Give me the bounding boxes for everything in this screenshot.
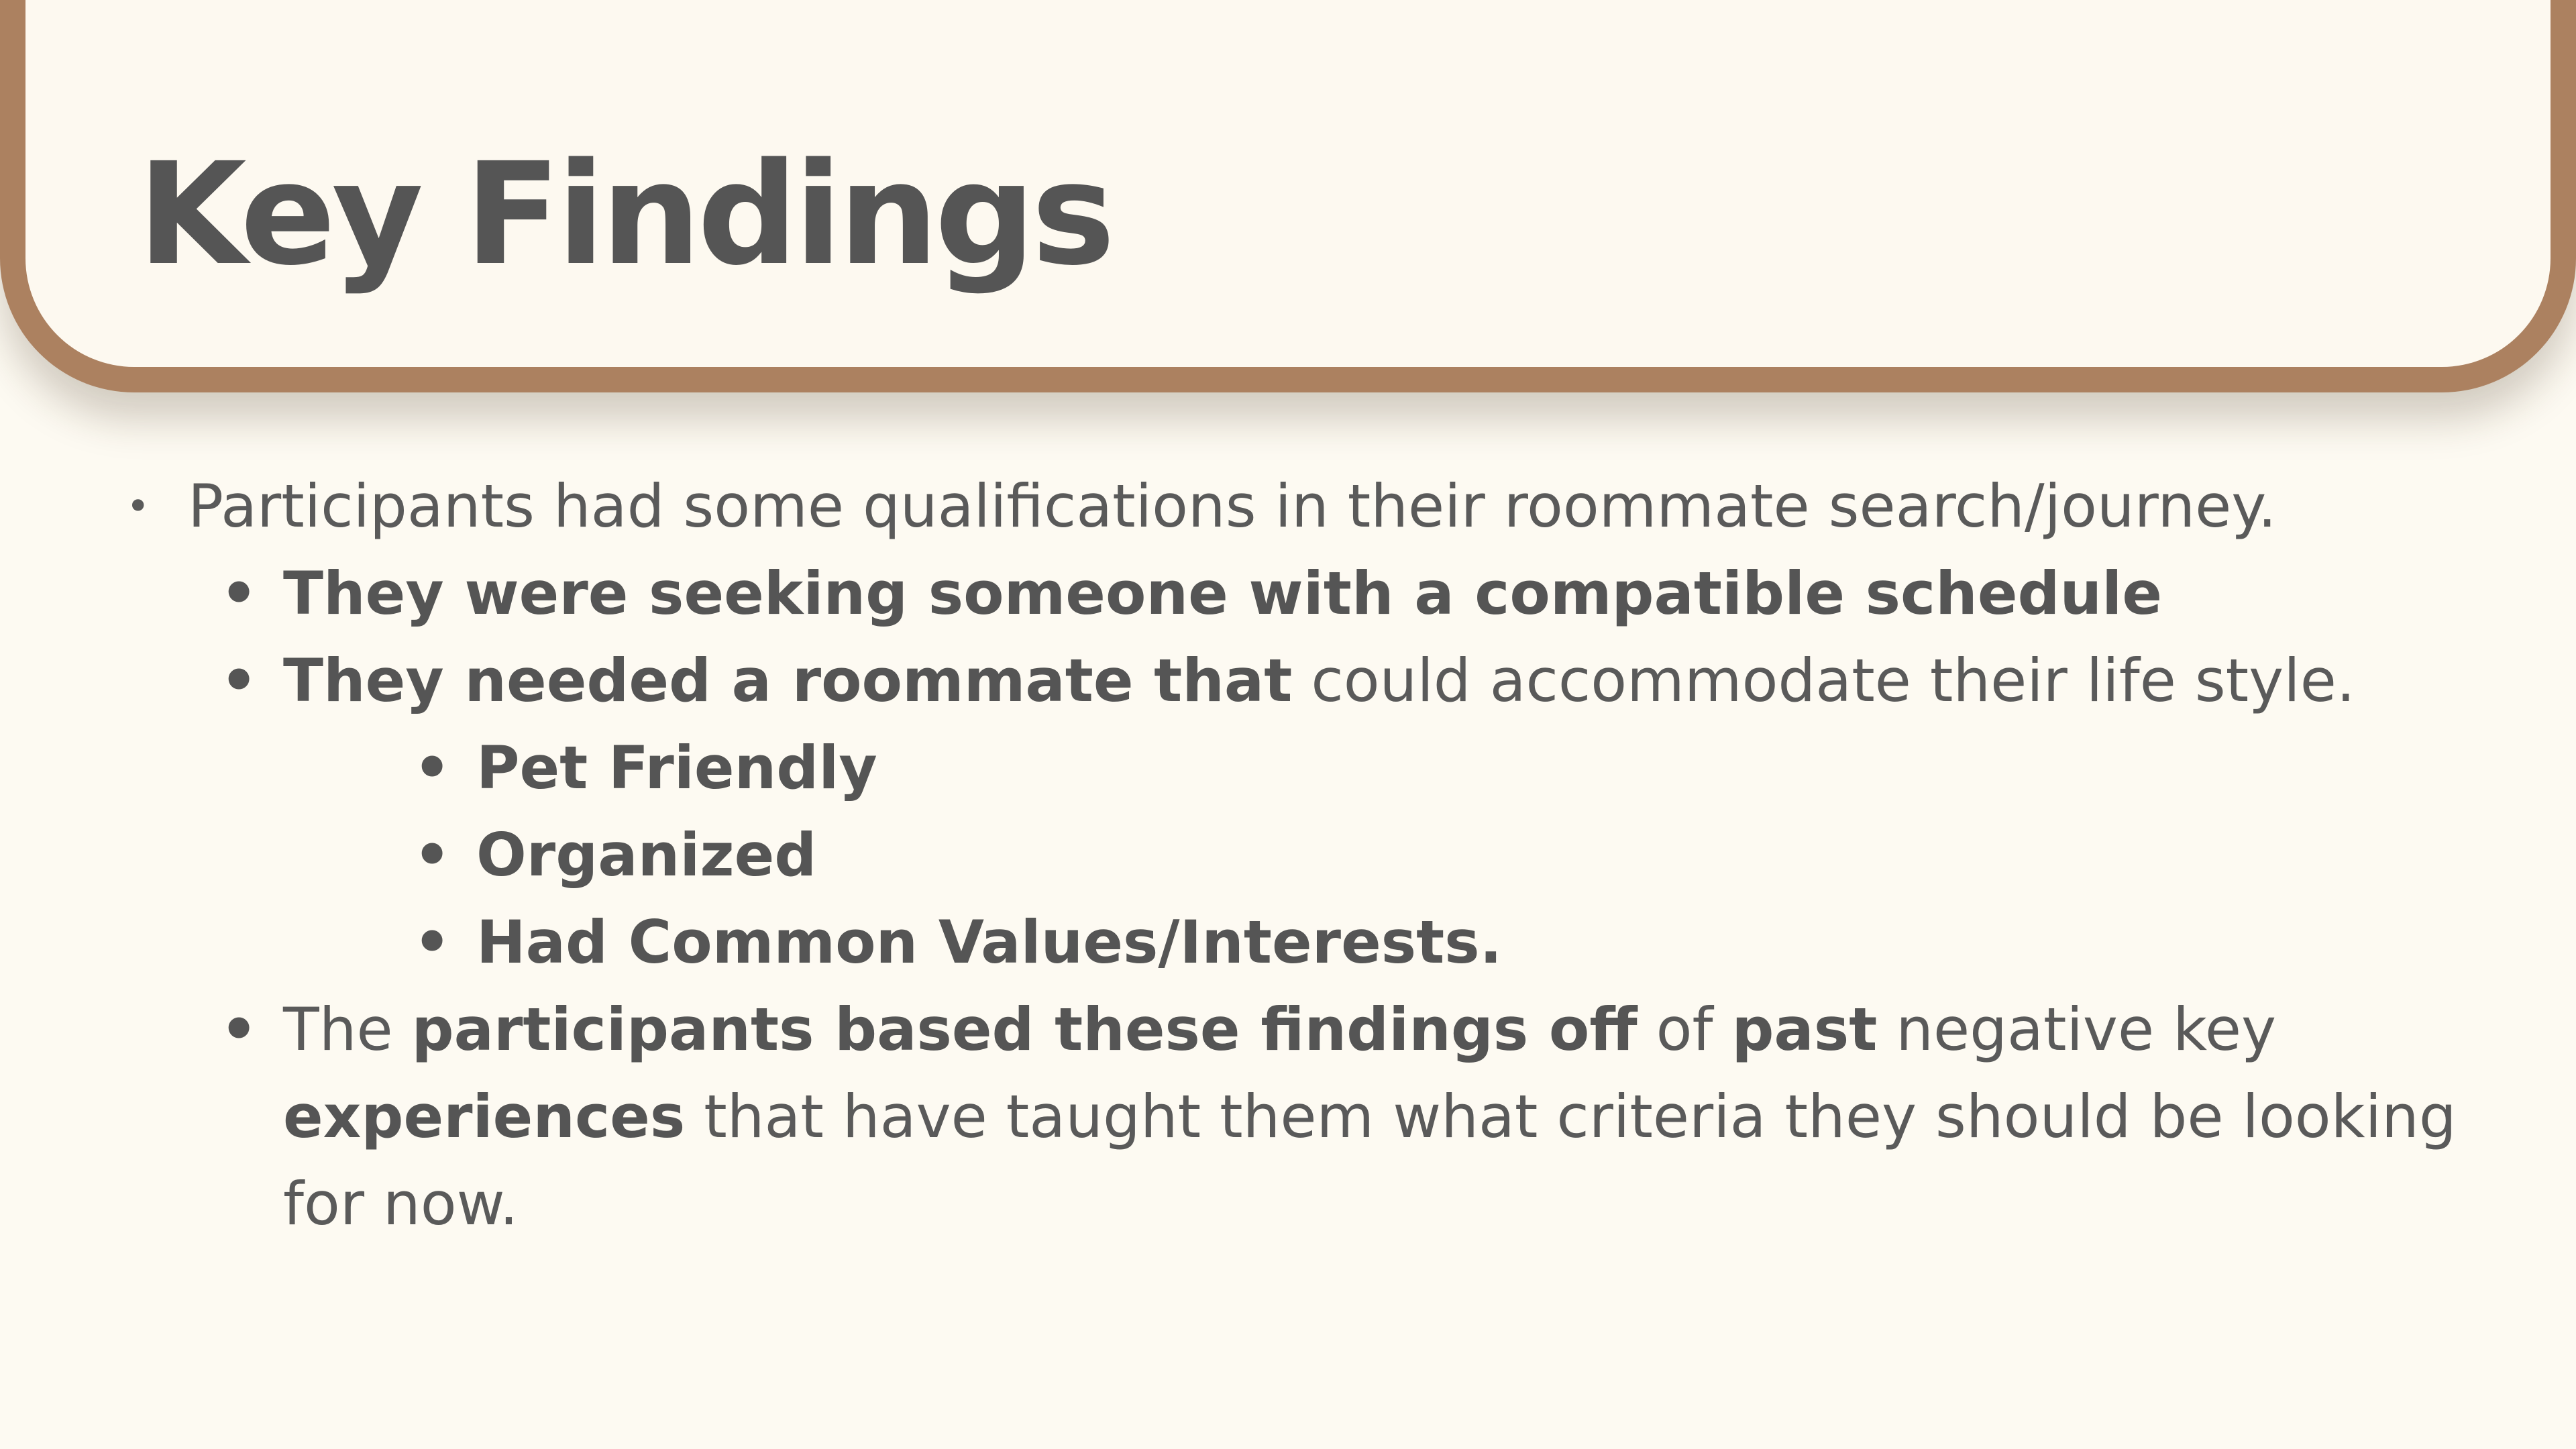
list-item-pet-friendly: Pet Friendly [476, 733, 877, 802]
bold-text-span: past [1731, 995, 1878, 1064]
list-item-common-values: Had Common Values/Interests. [476, 908, 1502, 977]
bold-text-span: experiences [283, 1082, 686, 1151]
bold-text-span: participants based these findings off [411, 995, 1638, 1064]
lifestyle-rest-text: could accommodate their life style. [1292, 646, 2355, 715]
list-item-past-experiences-line-2: experiences that have taught them what c… [283, 1073, 2457, 1161]
list-item-schedule: They were seeking someone with a compati… [283, 559, 2163, 628]
bullet-marker: • [126, 483, 150, 530]
bullet-marker: • [413, 733, 451, 802]
text-span: of [1637, 995, 1732, 1064]
text-span: negative key [1877, 995, 2277, 1064]
header-card [0, 0, 2576, 392]
list-item-lifestyle: They needed a roommate that could accomm… [283, 637, 2355, 724]
list-item-past-experiences-line-3: for now. [283, 1169, 519, 1238]
slide-title: Key Findings [138, 132, 1116, 297]
text-span: that have taught them what criteria they… [685, 1082, 2457, 1151]
bullet-marker: • [220, 995, 258, 1064]
bullet-marker: • [220, 559, 258, 628]
list-item-organized: Organized [476, 820, 817, 890]
lifestyle-bold-text: They needed a roommate that [283, 646, 1293, 715]
list-item-qualifications: Participants had some qualifications in … [188, 472, 2277, 541]
bullet-marker: • [413, 908, 451, 977]
list-item-past-experiences-line-1: The participants based these findings of… [283, 986, 2276, 1073]
text-span: The [283, 995, 412, 1064]
bullet-marker: • [413, 820, 451, 890]
bullet-marker: • [220, 646, 258, 715]
